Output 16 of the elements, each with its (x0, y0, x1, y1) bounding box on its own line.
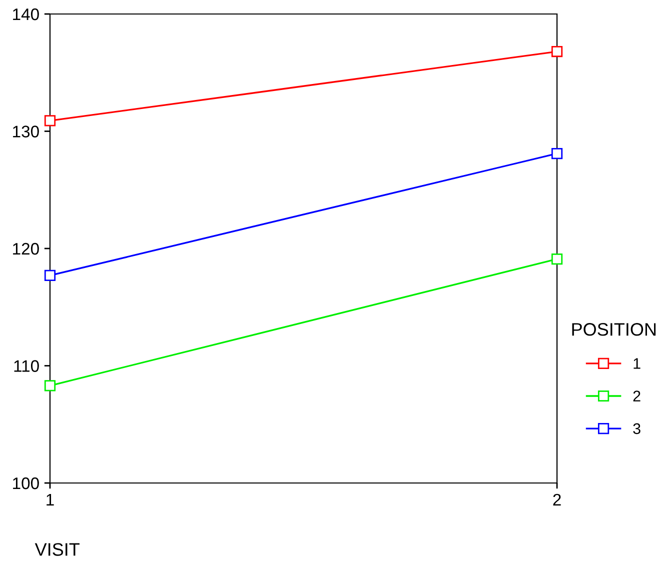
y-tick-label: 110 (14, 360, 39, 372)
point (551, 46, 563, 58)
point (44, 380, 56, 392)
legend-label: 2 (633, 390, 640, 402)
legend-label: 3 (633, 423, 640, 434)
legend-title: POSITION (572, 323, 656, 336)
point (44, 115, 56, 126)
y-tick-label: 140 (13, 8, 39, 20)
point (551, 253, 563, 265)
y-tick-label: 130 (13, 126, 39, 138)
x-axis-title: VISIT (34, 543, 80, 556)
y-tick-label: 100 (13, 477, 39, 490)
legend-label: 1 (634, 358, 640, 369)
point (44, 270, 56, 282)
y-tick-label: 120 (13, 242, 39, 255)
point (551, 148, 563, 160)
